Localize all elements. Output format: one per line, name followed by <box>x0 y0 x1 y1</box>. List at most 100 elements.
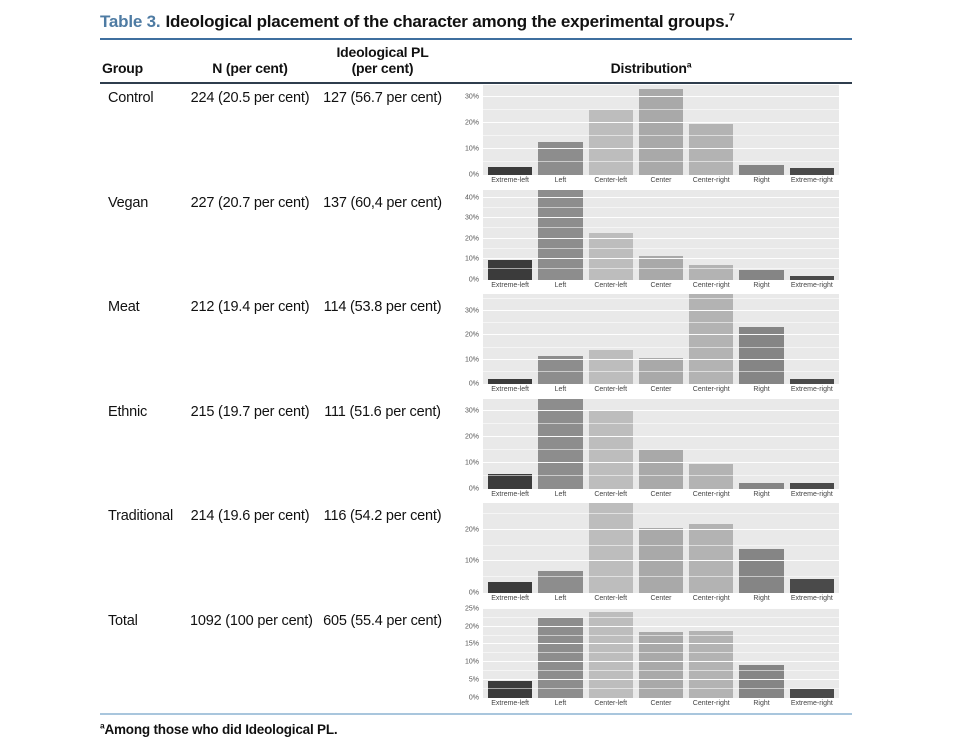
x-axis: Extreme-left Left Center-left Center Center-… <box>483 175 839 188</box>
y-axis-tick-label: 0% <box>468 380 479 388</box>
x-axis-category-label: Left <box>554 177 567 184</box>
distribution-chart: 0% 5% 10% 15% 20% 25% Extreme-left Left Center-… <box>455 605 847 712</box>
bar-slot <box>636 608 686 698</box>
group-cell: Traditional <box>108 508 173 524</box>
y-axis-tick-label: 30% <box>464 93 479 101</box>
bar-left <box>538 617 583 698</box>
y-axis: 0% 10% 20% 30% <box>455 294 483 388</box>
bar-slot <box>736 503 786 593</box>
bar-slot <box>686 85 736 175</box>
table-body: Control 224 (20.5 per cent) 127 (56.7 pe… <box>100 84 852 711</box>
bar-center-left <box>588 349 633 384</box>
minor-gridline <box>483 297 839 299</box>
y-axis-tick-label: 25% <box>464 605 479 613</box>
y-axis-tick-label: 20% <box>464 235 479 243</box>
table-3-figure: Table 3. Ideological placement of the cha… <box>100 8 852 737</box>
group-cell: Control <box>108 90 154 106</box>
bar-slot <box>686 503 736 593</box>
bar-center-right <box>689 124 734 175</box>
y-axis-tick-label: 0% <box>468 694 479 701</box>
ideological-pl-cell: 111 (51.6 per cent) <box>324 403 441 420</box>
bar-center-left <box>588 503 633 593</box>
major-gridline <box>483 358 839 360</box>
table-title: Table 3. Ideological placement of the cha… <box>100 8 852 38</box>
bar-extreme-right <box>789 578 834 593</box>
title-footnote-ref: 7 <box>728 11 735 24</box>
y-axis-tick-label: 10% <box>464 255 479 263</box>
x-axis-category-label: Center <box>650 595 672 602</box>
bar-center-right <box>689 294 734 384</box>
bar-slot <box>485 294 535 384</box>
x-axis-category-label: Center-right <box>692 386 730 393</box>
x-axis-category-label: Extreme-right <box>790 595 833 602</box>
distribution-chart: 0% 10% 20% 30% Extreme-left Left Center-left C… <box>455 84 847 189</box>
bar-extreme-right <box>789 168 834 175</box>
x-axis-category-label: Left <box>554 281 567 289</box>
major-gridline <box>483 560 839 562</box>
bar-slot <box>787 399 837 489</box>
x-axis-category-label: Center-right <box>692 595 730 602</box>
bar-right <box>739 483 784 489</box>
minor-gridline <box>483 160 839 162</box>
y-axis: 0% 10% 20% 30% <box>455 85 483 178</box>
bar-slot <box>787 294 837 384</box>
x-axis-category-label: Left <box>554 699 567 707</box>
bar-group <box>483 294 839 384</box>
bar-left <box>538 189 583 280</box>
n-cell: 224 (20.5 per cent) <box>190 90 310 106</box>
x-axis-category-label: Center-right <box>692 177 730 184</box>
x-axis-category-label: Center-left <box>594 386 628 393</box>
y-axis-tick-label: 30% <box>464 307 479 315</box>
x-axis-category-label: Extreme-right <box>790 177 833 184</box>
x-axis-category-label: Extreme-right <box>790 386 833 393</box>
x-axis-category-label: Left <box>554 386 567 393</box>
n-cell: 1092 (100 per cent) <box>190 612 313 629</box>
minor-gridline <box>483 616 839 618</box>
x-axis-category-label: Center-right <box>692 699 730 707</box>
distribution-chart: 0% 10% 20% 30% 40% Extreme-left Left Center-le… <box>455 189 847 294</box>
bar-slot <box>686 399 736 489</box>
bar-slot <box>736 190 786 280</box>
x-axis-category-label: Extreme-right <box>790 699 833 707</box>
x-axis: Extreme-left Left Center-left Center Center-… <box>483 593 839 606</box>
major-gridline <box>483 625 839 627</box>
bar-slot <box>485 85 535 175</box>
n-cell: 212 (19.4 per cent) <box>190 299 310 315</box>
bar-slot <box>535 398 585 489</box>
bar-slot <box>636 503 686 593</box>
y-axis-tick-label: 0% <box>468 589 479 597</box>
table-footnote: aAmong those who did Ideological PL. <box>100 720 852 737</box>
y-axis-tick-label: 20% <box>464 331 479 339</box>
bar-extreme-left <box>488 680 533 698</box>
minor-gridline <box>483 423 839 425</box>
minor-gridline <box>483 576 839 578</box>
bar-slot <box>636 399 686 489</box>
table-row: Vegan 227 (20.7 per cent) 137 (60,4 per … <box>100 189 852 294</box>
bar-slot <box>586 503 636 593</box>
x-axis-category-label: Extreme-left <box>491 386 529 393</box>
bar-extreme-right <box>789 688 834 698</box>
x-axis-category-label: Right <box>753 386 770 393</box>
x-axis-category-label: Center <box>650 699 672 707</box>
column-header-row: Group N (per cent) Ideological PL (per c… <box>100 40 852 82</box>
bar-slot <box>535 189 585 280</box>
bar-right <box>739 548 784 593</box>
group-cell: Meat <box>108 299 140 315</box>
bar-slot <box>535 294 585 384</box>
x-axis-category-label: Right <box>753 490 770 498</box>
bar-slot <box>485 503 535 593</box>
bar-center-left <box>588 109 633 175</box>
footnote-text: Among those who did Ideological PL. <box>104 722 338 737</box>
bar-slot <box>787 190 837 280</box>
footnote-marker: a <box>100 720 105 731</box>
minor-gridline <box>483 108 839 110</box>
bar-slot <box>535 608 585 698</box>
major-gridline <box>483 410 839 412</box>
minor-gridline <box>483 247 839 249</box>
bar-right <box>739 164 784 175</box>
x-axis-category-label: Center-right <box>692 490 730 498</box>
bar-center-left <box>588 233 633 280</box>
bar-slot <box>686 294 736 384</box>
y-axis-tick-label: 30% <box>464 214 479 222</box>
x-axis-category-label: Right <box>753 595 770 602</box>
